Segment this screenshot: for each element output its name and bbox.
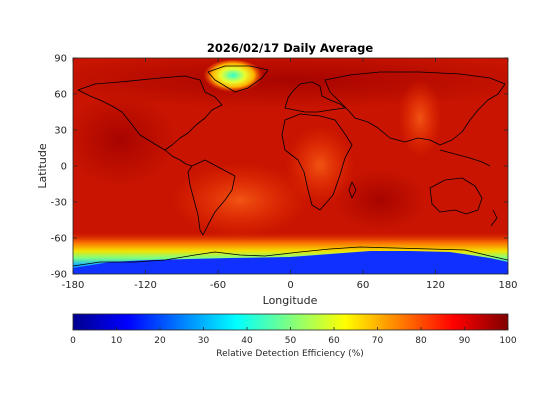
- y-tick-label: 30: [54, 126, 67, 137]
- colorbar-tick-label: 0: [70, 336, 76, 346]
- colorbar-tick-label: 10: [111, 336, 123, 346]
- coast-asia: [324, 71, 506, 146]
- x-tick-label: 180: [498, 280, 517, 291]
- colorbar-tick-label: 80: [415, 336, 427, 346]
- x-axis-label: Longitude: [263, 294, 318, 307]
- south-atlantic-warm-region: [170, 162, 310, 238]
- indian-ocean-dark-region: [335, 170, 425, 230]
- coast-europe: [284, 81, 346, 113]
- colorbar: 0 10 20 30 40 50 60 70 80 90 100 Relative Detectio…: [70, 313, 517, 359]
- x-axis-ticks: -180 -120 -60 0 60 120 180: [62, 58, 518, 291]
- colorbar-tick-label: 70: [372, 336, 384, 346]
- colorbar-tick-label: 60: [328, 336, 340, 346]
- antarctica-interior: [73, 251, 508, 274]
- y-axis-ticks: 90 60 30 0 -30 -60 -90: [51, 54, 508, 281]
- colorbar-tick-label: 50: [285, 336, 297, 346]
- colorbar-tick-label: 100: [499, 336, 516, 346]
- colorbar-tick-label: 90: [459, 336, 471, 346]
- x-tick-label: 60: [357, 280, 370, 291]
- colorbar-label: Relative Detection Efficiency (%): [216, 349, 364, 359]
- coast-greenland: [207, 65, 269, 93]
- north-high-lat-band: [73, 58, 508, 108]
- coast-new-zealand: [490, 209, 498, 227]
- x-tick-label: -120: [134, 280, 157, 291]
- y-tick-label: -30: [51, 198, 67, 209]
- coast-madagascar: [348, 181, 357, 199]
- detection-efficiency-map: [73, 58, 508, 274]
- chart-title: 2026/02/17 Daily Average: [207, 41, 374, 55]
- coastlines: [73, 65, 508, 267]
- asia-warm-streak: [398, 78, 442, 158]
- colorbar-tick-label: 30: [198, 336, 210, 346]
- coast-africa: [281, 113, 353, 211]
- coast-australia: [429, 177, 483, 215]
- pacific-dark-region: [73, 95, 175, 185]
- coast-central-america: [164, 149, 193, 167]
- x-tick-label: 0: [287, 280, 293, 291]
- coast-southeast-asia: [439, 149, 491, 167]
- africa-warm-region: [285, 125, 355, 205]
- coast-antarctica: [73, 246, 508, 267]
- x-tick-label: -60: [210, 280, 226, 291]
- coast-north-america: [77, 75, 223, 151]
- colorbar-tick-label: 20: [154, 336, 166, 346]
- x-tick-label: 120: [426, 280, 445, 291]
- y-tick-label: -60: [51, 234, 67, 245]
- y-tick-label: -90: [51, 270, 67, 281]
- y-tick-label: 60: [54, 90, 67, 101]
- y-tick-label: 90: [54, 54, 67, 65]
- colorbar-tick-label: 40: [241, 336, 253, 346]
- y-axis-label: Latitude: [36, 143, 49, 189]
- x-tick-label: -180: [62, 280, 85, 291]
- coast-south-america: [187, 159, 236, 236]
- colorbar-ticks: 0 10 20 30 40 50 60 70 80 90 100: [70, 327, 517, 346]
- y-tick-label: 0: [61, 162, 67, 173]
